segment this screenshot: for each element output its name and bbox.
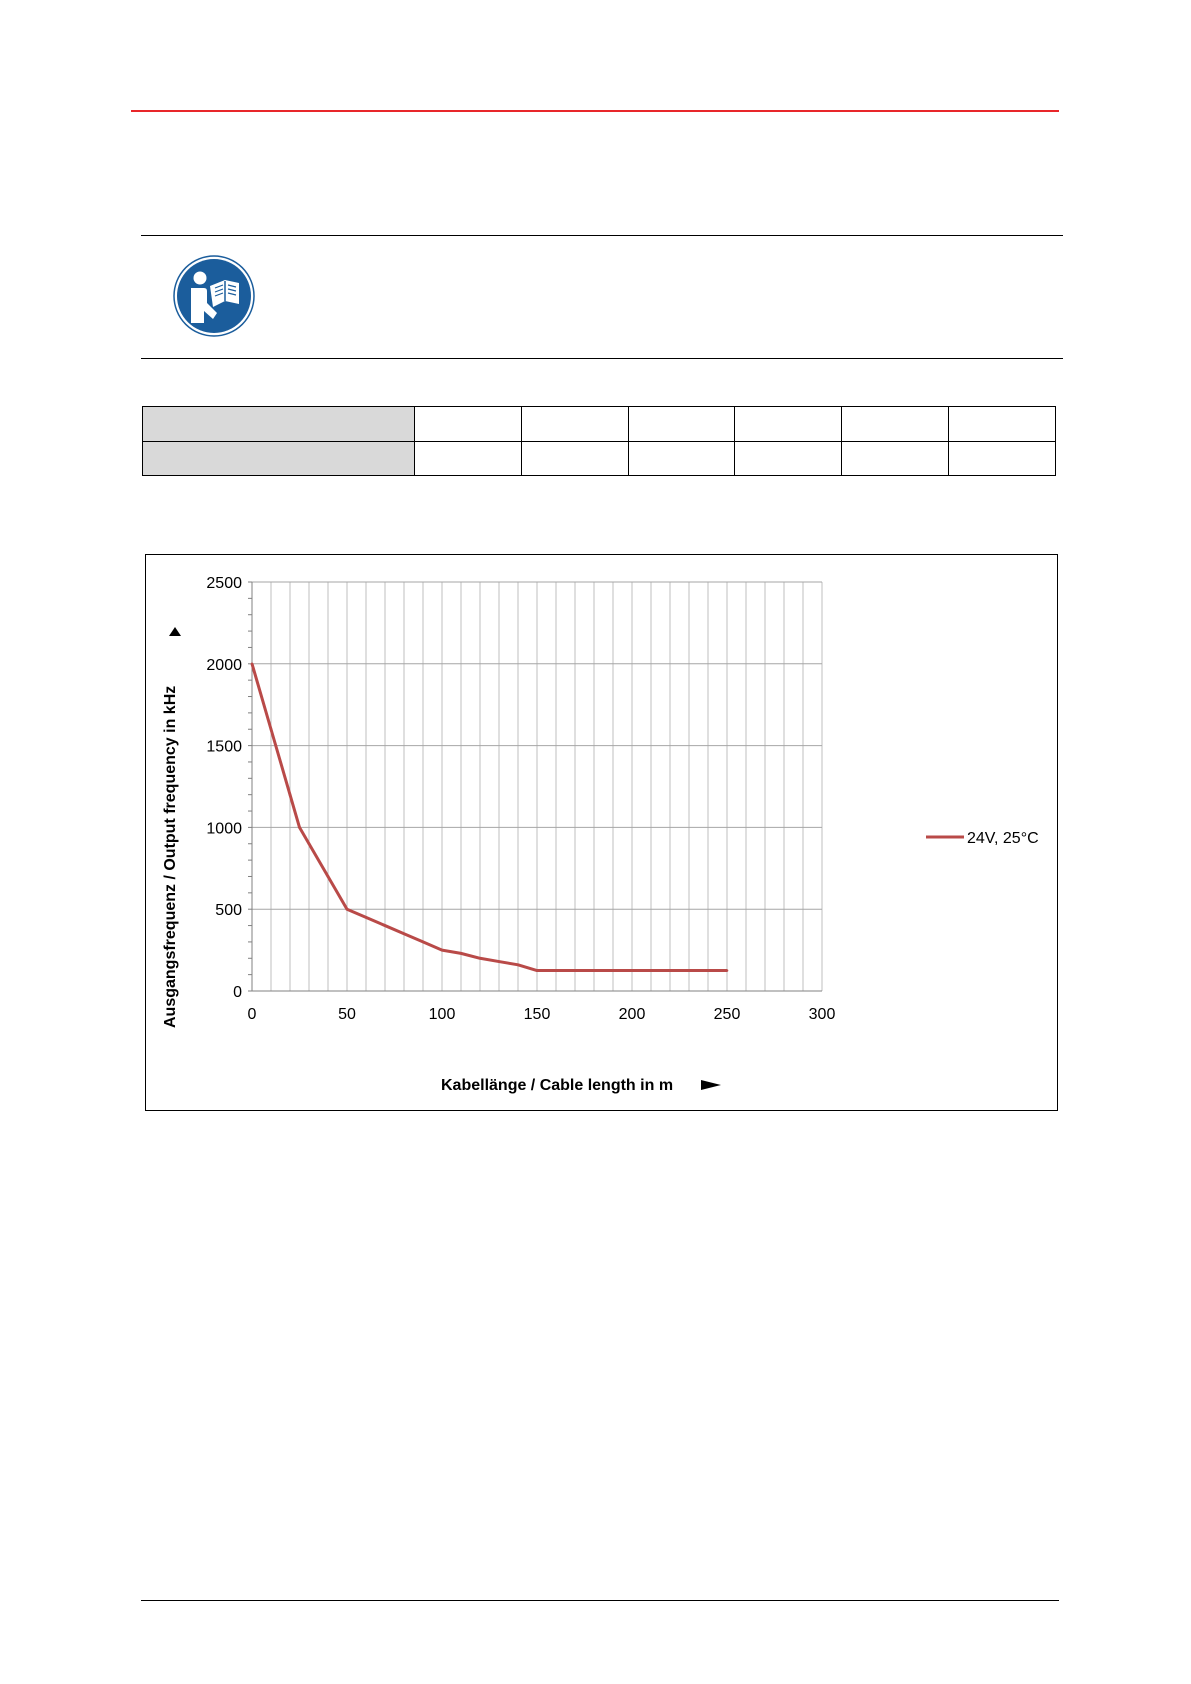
table-row [142,406,1056,442]
x-tick-label: 200 [619,1006,646,1023]
table-cell [520,440,629,476]
y-tick-label: 1000 [206,820,242,837]
table-cell [627,440,736,476]
legend-label: 24V, 25°C [967,830,1039,847]
y-tick-labels: 0 500 1000 1500 2000 2500 [206,575,242,1001]
data-point [383,924,387,927]
y-axis-arrow [169,627,181,636]
axes [248,581,822,992]
y-axis-title: Ausgangsfrequenz / Output frequency in k… [162,686,179,1028]
data-point [402,932,406,936]
data-point [478,956,482,960]
data-point [345,907,349,911]
x-tick-label: 0 [248,1006,257,1023]
footer-rule [141,1600,1059,1601]
y-tick-label: 500 [215,902,242,919]
table-cell [841,406,950,442]
x-axis-arrow [701,1080,721,1090]
chart-frame: 0 500 1000 1500 2000 2500 0 50 100 150 200 250 300 … [145,554,1058,1111]
data-point [250,662,254,666]
y-tick-label: 1500 [206,739,242,756]
notice-bottom-rule [141,358,1063,359]
x-axis-title: Kabellänge / Cable length in m [441,1077,673,1094]
data-point [630,969,634,972]
series-group [250,662,729,973]
data-point [497,960,501,963]
x-tick-labels: 0 50 100 150 200 250 300 [248,1006,836,1023]
data-point [307,842,311,846]
data-point [326,875,330,878]
x-tick-label: 300 [809,1006,836,1023]
table-cell [948,406,1056,442]
data-point [516,963,520,967]
table-cell [520,406,629,442]
data-point [459,952,463,955]
x-tick-label: 150 [524,1006,551,1023]
data-point [288,793,292,796]
notice-top-rule [141,235,1063,236]
table-row [142,440,1056,476]
table-cell [414,440,522,476]
data-point [364,916,368,919]
y-tick-label: 0 [233,984,242,1001]
table-cell [734,440,843,476]
table-cell [841,440,950,476]
legend: 24V, 25°C [926,830,1039,847]
x-tick-label: 50 [338,1006,356,1023]
y-tick-label: 2000 [206,657,242,674]
header-rule [131,110,1059,112]
table-header-cell [142,406,415,442]
table-cell [734,406,843,442]
table-cell [414,406,522,442]
y-tick-label: 2500 [206,575,242,592]
table-cell [948,440,1056,476]
grid-minor [251,582,823,991]
read-manual-icon [173,255,255,337]
data-point [421,940,425,944]
table-header-cell [142,440,415,476]
series-line [250,663,727,973]
data-point [440,948,444,952]
data-point [725,969,729,972]
data-point [535,969,539,972]
x-tick-label: 100 [429,1006,456,1023]
data-point [269,727,273,731]
table-cell [627,406,736,442]
data-point [298,826,301,829]
spec-table [142,406,1056,476]
x-tick-label: 250 [714,1006,741,1023]
